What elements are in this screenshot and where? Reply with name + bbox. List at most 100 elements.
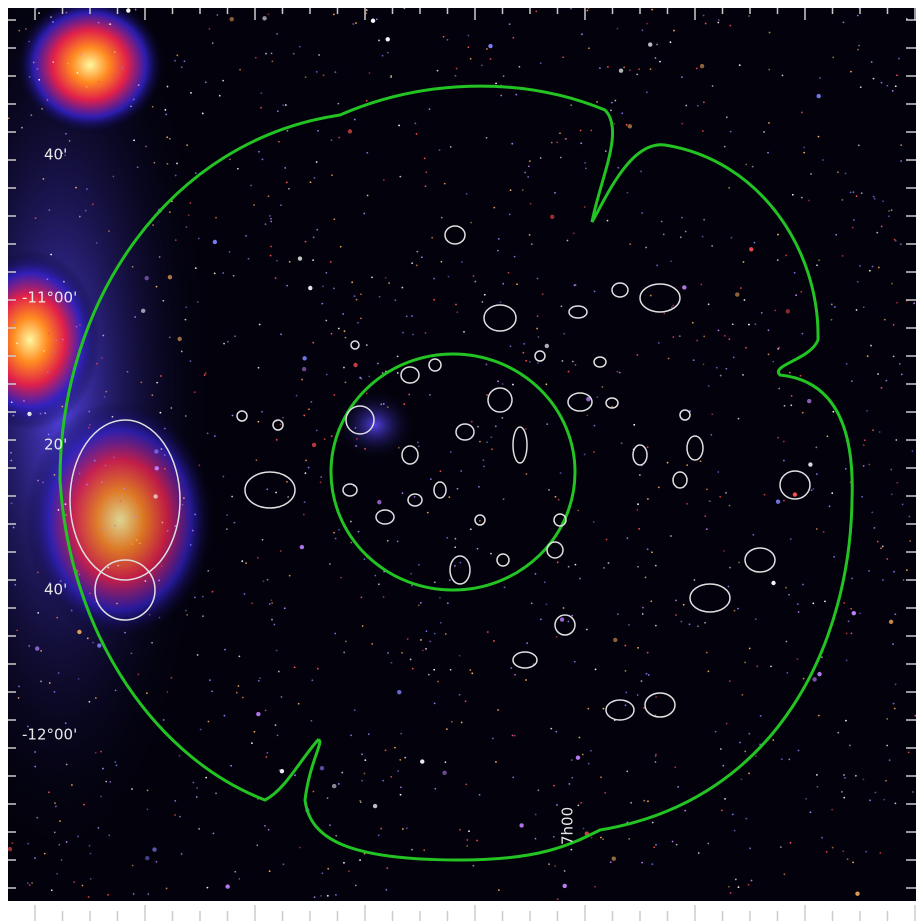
star xyxy=(894,708,896,710)
star xyxy=(238,655,240,657)
star xyxy=(837,732,839,734)
star xyxy=(512,777,514,779)
star xyxy=(495,425,497,427)
star xyxy=(96,242,98,244)
star xyxy=(34,751,36,753)
star xyxy=(655,565,657,567)
star xyxy=(8,117,10,119)
star xyxy=(556,804,558,806)
star xyxy=(287,496,289,498)
star xyxy=(333,218,335,220)
star xyxy=(864,439,866,441)
star xyxy=(102,335,104,337)
star xyxy=(815,447,817,449)
star xyxy=(739,742,741,744)
star xyxy=(38,12,40,14)
star xyxy=(816,774,818,776)
star xyxy=(636,509,638,511)
star xyxy=(617,167,619,169)
star xyxy=(590,750,592,752)
star xyxy=(749,648,751,650)
star xyxy=(842,255,844,257)
star xyxy=(418,605,420,607)
star xyxy=(194,391,196,393)
star xyxy=(724,146,726,148)
star xyxy=(559,132,561,134)
star xyxy=(567,621,569,623)
star xyxy=(48,791,50,793)
star xyxy=(771,581,775,585)
star xyxy=(791,395,793,397)
star xyxy=(425,185,427,187)
star xyxy=(879,852,881,854)
star xyxy=(573,233,575,235)
star xyxy=(519,823,523,827)
star xyxy=(874,198,876,200)
star xyxy=(571,777,573,779)
star xyxy=(483,459,485,461)
star xyxy=(10,460,12,462)
star xyxy=(888,215,890,217)
star xyxy=(152,106,154,108)
star xyxy=(286,285,288,287)
star xyxy=(729,25,731,27)
star xyxy=(581,33,583,35)
star xyxy=(397,690,401,694)
star xyxy=(487,631,489,633)
star xyxy=(721,809,723,811)
star xyxy=(651,863,653,865)
star xyxy=(490,553,492,555)
star xyxy=(560,157,562,159)
star xyxy=(163,719,165,721)
star xyxy=(893,324,895,326)
star xyxy=(841,791,843,793)
star xyxy=(479,794,481,796)
star xyxy=(169,336,171,338)
star xyxy=(231,496,233,498)
star xyxy=(302,547,304,549)
star xyxy=(571,615,573,617)
star xyxy=(383,403,385,405)
star xyxy=(802,333,804,335)
star xyxy=(211,690,213,692)
star xyxy=(670,41,672,43)
star xyxy=(556,141,558,143)
star xyxy=(425,332,427,334)
star xyxy=(855,892,859,896)
star xyxy=(863,444,865,446)
star xyxy=(226,514,228,516)
star xyxy=(363,558,365,560)
star xyxy=(275,277,277,279)
star xyxy=(575,564,577,566)
star xyxy=(279,769,281,771)
star xyxy=(285,104,287,106)
star xyxy=(717,22,719,24)
star xyxy=(509,23,511,25)
star xyxy=(271,52,273,54)
star xyxy=(33,62,35,64)
star xyxy=(116,765,118,767)
star xyxy=(174,60,176,62)
star xyxy=(512,384,514,386)
star xyxy=(530,203,532,205)
star xyxy=(65,503,67,505)
star xyxy=(502,383,504,385)
star xyxy=(359,859,361,861)
star xyxy=(186,226,188,228)
star xyxy=(44,412,46,414)
star xyxy=(498,889,500,891)
star xyxy=(893,355,895,357)
star xyxy=(873,78,875,80)
star xyxy=(816,786,818,788)
star xyxy=(655,761,657,763)
star xyxy=(523,343,525,345)
star xyxy=(748,15,750,17)
star xyxy=(661,221,663,223)
star xyxy=(350,521,352,523)
star xyxy=(599,67,601,69)
star xyxy=(643,800,645,802)
star xyxy=(338,783,340,785)
star xyxy=(340,577,342,579)
star xyxy=(174,814,176,816)
star xyxy=(245,235,247,237)
